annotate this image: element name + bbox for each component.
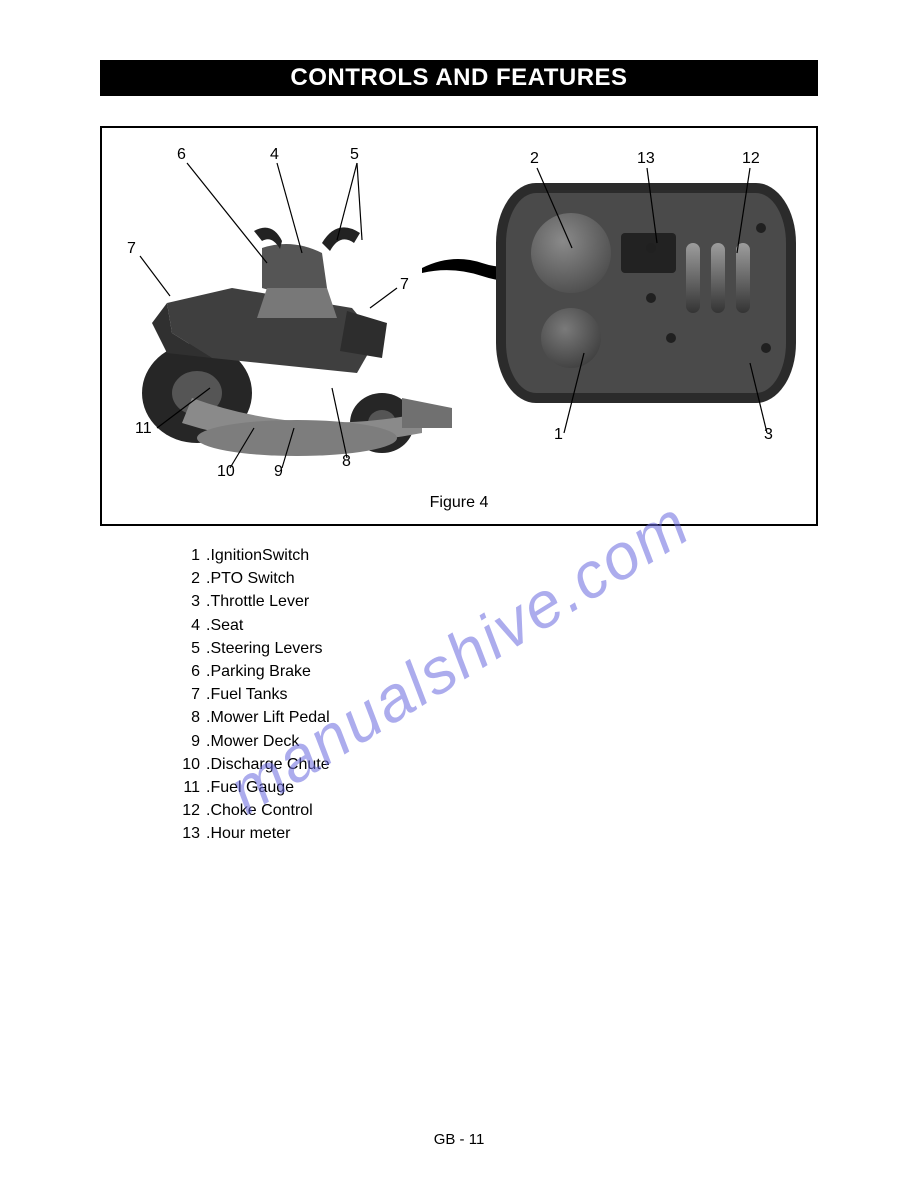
lever-icon	[686, 243, 700, 313]
list-item: 5. Steering Levers	[170, 637, 818, 660]
list-item: 11. Fuel Gauge	[170, 776, 818, 799]
callout-4: 4	[270, 146, 279, 164]
mower-illustration	[122, 183, 462, 473]
callout-3: 3	[764, 426, 773, 444]
screw-icon	[666, 333, 676, 343]
list-item: 6. Parking Brake	[170, 660, 818, 683]
list-item: 2. PTO Switch	[170, 567, 818, 590]
parts-list: 1. IgnitionSwitch 2. PTO Switch 3. Throt…	[170, 544, 818, 845]
list-item: 13. Hour meter	[170, 822, 818, 845]
list-item: 10. Discharge Chute	[170, 753, 818, 776]
hour-meter-icon	[621, 233, 676, 273]
screw-icon	[646, 243, 656, 253]
list-item: 9. Mower Deck	[170, 730, 818, 753]
callout-12: 12	[742, 150, 760, 168]
page-footer: GB - 11	[434, 1131, 485, 1148]
list-item: 12. Choke Control	[170, 799, 818, 822]
figure-caption: Figure 4	[430, 494, 489, 512]
callout-10: 10	[217, 463, 235, 481]
list-item: 8. Mower Lift Pedal	[170, 706, 818, 729]
control-panel-illustration	[496, 183, 796, 403]
lever-icon	[736, 243, 750, 313]
list-item: 4. Seat	[170, 614, 818, 637]
screw-icon	[761, 343, 771, 353]
list-item: 7. Fuel Tanks	[170, 683, 818, 706]
callout-7b: 7	[400, 276, 409, 294]
ignition-gauge-icon	[541, 308, 601, 368]
callout-9: 9	[274, 463, 283, 481]
callout-11: 11	[135, 420, 152, 438]
callout-6: 6	[177, 146, 186, 164]
lever-icon	[711, 243, 725, 313]
callout-2: 2	[530, 150, 539, 168]
callout-1: 1	[554, 426, 563, 444]
figure-box: 6 4 5 7 7 11 10 9 8 2 13 12 1 3 Figure 4	[100, 126, 818, 526]
screw-icon	[756, 223, 766, 233]
callout-8: 8	[342, 453, 351, 471]
callout-13: 13	[637, 150, 655, 168]
pto-gauge-icon	[531, 213, 611, 293]
list-item: 3. Throttle Lever	[170, 590, 818, 613]
list-item: 1. IgnitionSwitch	[170, 544, 818, 567]
screw-icon	[646, 293, 656, 303]
callout-5: 5	[350, 146, 359, 164]
section-header: CONTROLS AND FEATURES	[100, 60, 818, 96]
callout-7a: 7	[127, 240, 136, 258]
